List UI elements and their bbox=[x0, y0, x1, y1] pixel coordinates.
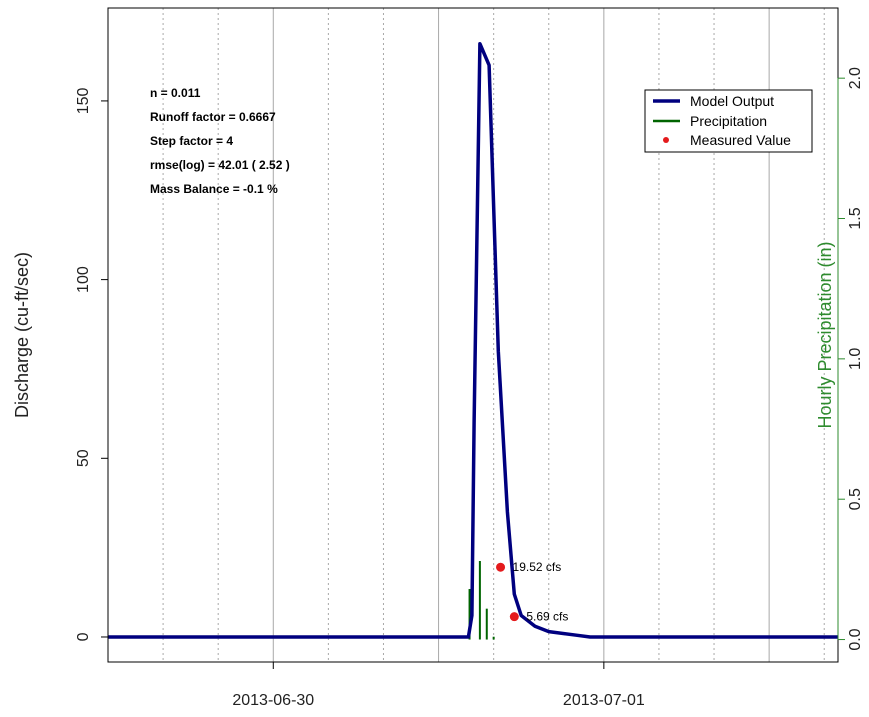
y-tick-label: 0 bbox=[75, 632, 92, 641]
stat-line: Mass Balance = -0.1 % bbox=[150, 182, 278, 196]
y-tick-label: 150 bbox=[75, 87, 92, 114]
x-tick-label: 2013-07-01 bbox=[563, 692, 645, 709]
model-output-series bbox=[108, 41, 838, 639]
y2-axis-title: Hourly Precipitation (in) bbox=[815, 241, 835, 428]
legend: Model Output Precipitation Measured Valu… bbox=[644, 89, 813, 153]
y2-tick-label: 1.5 bbox=[847, 207, 864, 229]
stat-line: Step factor = 4 bbox=[150, 134, 233, 148]
measured-point-label: 5.69 cfs bbox=[526, 610, 568, 624]
y-tick-label: 50 bbox=[75, 449, 92, 467]
measured-point bbox=[496, 562, 506, 572]
stat-line: n = 0.011 bbox=[150, 86, 201, 100]
model-output-line bbox=[108, 41, 838, 639]
legend-measured-swatch bbox=[663, 137, 669, 143]
y-axis-title: Discharge (cu-ft/sec) bbox=[12, 252, 32, 418]
y-axis-left: 0 50 100 150 bbox=[75, 87, 108, 641]
measured-point-label: 19.52 cfs bbox=[513, 560, 562, 574]
legend-precip-label: Precipitation bbox=[690, 113, 767, 129]
y-axis-right: 0.0 0.5 1.0 1.5 2.0 bbox=[837, 67, 864, 651]
y2-tick-label: 0.5 bbox=[847, 488, 864, 510]
y-tick-label: 100 bbox=[75, 266, 92, 293]
stat-line: Runoff factor = 0.6667 bbox=[150, 110, 276, 124]
x-axis: 2013-06-30 2013-07-01 bbox=[232, 662, 645, 709]
y2-tick-label: 2.0 bbox=[847, 67, 864, 89]
measured-point bbox=[509, 612, 519, 622]
legend-model-label: Model Output bbox=[690, 93, 774, 109]
measured-points: 19.52 cfs 5.69 cfs bbox=[496, 560, 568, 624]
stats-annotation: n = 0.011 Runoff factor = 0.6667 Step fact… bbox=[150, 86, 290, 196]
x-tick-label: 2013-06-30 bbox=[232, 692, 314, 709]
stat-line: rmse(log) = 42.01 ( 2.52 ) bbox=[150, 158, 290, 172]
legend-measured-label: Measured Value bbox=[690, 132, 791, 148]
y2-tick-label: 0.0 bbox=[847, 628, 864, 650]
y2-tick-label: 1.0 bbox=[847, 348, 864, 370]
